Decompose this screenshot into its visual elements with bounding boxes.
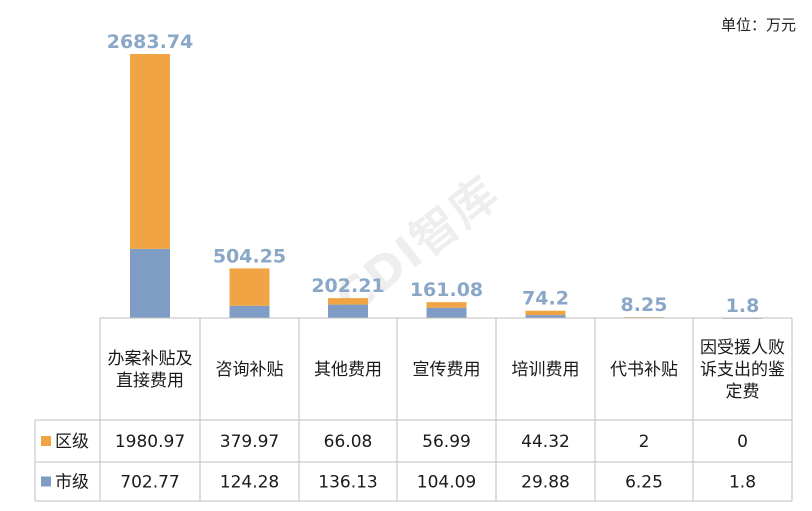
unit-label: 单位：万元 — [720, 16, 796, 34]
category-label: 其他费用 — [314, 360, 382, 380]
bar-district — [229, 268, 270, 306]
value-cell: 2 — [639, 432, 650, 452]
bar-city — [229, 305, 270, 318]
category-label: 宣传费用 — [413, 360, 481, 380]
bar-city — [130, 248, 170, 318]
value-cell: 379.97 — [220, 432, 279, 452]
value-cell: 6.25 — [625, 473, 663, 493]
value-cell: 1.8 — [729, 473, 756, 493]
total-label: 504.25 — [213, 245, 286, 267]
value-cell: 0 — [737, 432, 748, 452]
bar-city — [525, 315, 566, 318]
total-label: 161.08 — [410, 279, 483, 301]
value-cell: 1980.97 — [115, 432, 185, 452]
bar-district — [426, 302, 467, 308]
category-label: 诉支出的鉴 — [700, 360, 785, 380]
bar-city — [328, 304, 368, 318]
category-label: 办案补贴及 — [108, 349, 193, 369]
category-label: 咨询补贴 — [216, 360, 284, 380]
value-cell: 124.28 — [220, 473, 279, 493]
total-label: 2683.74 — [107, 31, 194, 53]
legend-label: 市级 — [55, 473, 89, 493]
value-cell: 56.99 — [422, 432, 471, 452]
value-cell: 702.77 — [120, 473, 179, 493]
category-label: 定费 — [726, 382, 760, 402]
bar-district — [525, 310, 566, 316]
total-label: 74.2 — [522, 288, 569, 310]
bar-district — [328, 298, 368, 305]
category-label: 代书补贴 — [610, 360, 678, 380]
category-label: 直接费用 — [116, 371, 184, 391]
value-cell: 29.88 — [521, 473, 570, 493]
total-label: 8.25 — [621, 294, 668, 316]
total-label: 1.8 — [726, 295, 760, 317]
value-cell: 104.09 — [417, 473, 476, 493]
bar-district — [130, 54, 170, 249]
legend-label: 区级 — [55, 432, 89, 452]
category-label: 培训费用 — [512, 360, 580, 380]
value-cell: 44.32 — [521, 432, 570, 452]
category-label: 因受援人败 — [700, 338, 785, 358]
value-cell: 66.08 — [324, 432, 373, 452]
value-cell: 136.13 — [318, 473, 377, 493]
bar-city — [426, 307, 467, 318]
legend-swatch — [41, 476, 51, 487]
total-label: 202.21 — [311, 275, 384, 297]
legend-swatch — [41, 436, 51, 446]
